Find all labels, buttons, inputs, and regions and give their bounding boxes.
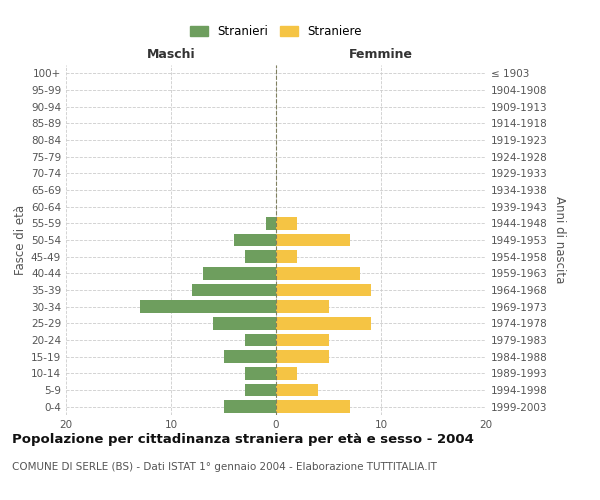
Bar bbox=[245, 384, 276, 396]
Bar bbox=[213, 317, 276, 330]
Text: Maschi: Maschi bbox=[146, 48, 196, 62]
Bar bbox=[245, 367, 276, 380]
Bar bbox=[203, 267, 276, 280]
Bar bbox=[139, 300, 276, 313]
Text: Femmine: Femmine bbox=[349, 48, 413, 62]
Bar bbox=[276, 267, 360, 280]
Bar bbox=[245, 334, 276, 346]
Y-axis label: Fasce di età: Fasce di età bbox=[14, 205, 27, 275]
Bar bbox=[245, 250, 276, 263]
Bar bbox=[276, 350, 329, 363]
Text: Popolazione per cittadinanza straniera per età e sesso - 2004: Popolazione per cittadinanza straniera p… bbox=[12, 432, 474, 446]
Text: COMUNE DI SERLE (BS) - Dati ISTAT 1° gennaio 2004 - Elaborazione TUTTITALIA.IT: COMUNE DI SERLE (BS) - Dati ISTAT 1° gen… bbox=[12, 462, 437, 472]
Bar bbox=[276, 367, 297, 380]
Bar bbox=[276, 300, 329, 313]
Bar bbox=[276, 284, 371, 296]
Legend: Stranieri, Straniere: Stranieri, Straniere bbox=[190, 25, 362, 38]
Bar bbox=[276, 217, 297, 230]
Bar bbox=[265, 217, 276, 230]
Bar bbox=[192, 284, 276, 296]
Bar bbox=[276, 334, 329, 346]
Bar bbox=[276, 250, 297, 263]
Bar bbox=[234, 234, 276, 246]
Bar bbox=[223, 400, 276, 413]
Bar bbox=[276, 400, 349, 413]
Bar bbox=[276, 384, 318, 396]
Bar bbox=[223, 350, 276, 363]
Bar bbox=[276, 234, 349, 246]
Y-axis label: Anni di nascita: Anni di nascita bbox=[553, 196, 566, 284]
Bar bbox=[276, 317, 371, 330]
